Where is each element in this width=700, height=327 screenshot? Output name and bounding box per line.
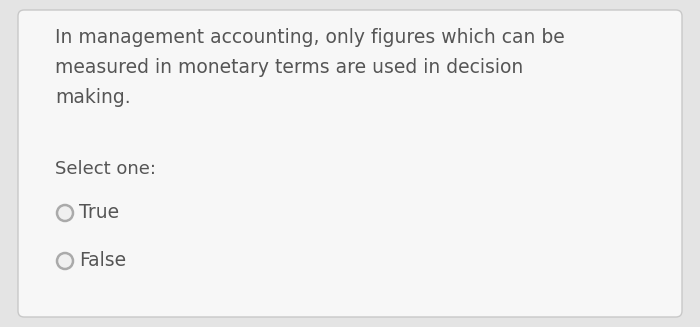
Text: Select one:: Select one:	[55, 160, 156, 178]
Text: In management accounting, only figures which can be: In management accounting, only figures w…	[55, 28, 565, 47]
Text: True: True	[79, 203, 119, 222]
Circle shape	[57, 253, 73, 269]
Text: making.: making.	[55, 88, 131, 107]
Circle shape	[57, 205, 73, 221]
Text: False: False	[79, 251, 126, 270]
FancyBboxPatch shape	[18, 10, 682, 317]
Text: measured in monetary terms are used in decision: measured in monetary terms are used in d…	[55, 58, 524, 77]
